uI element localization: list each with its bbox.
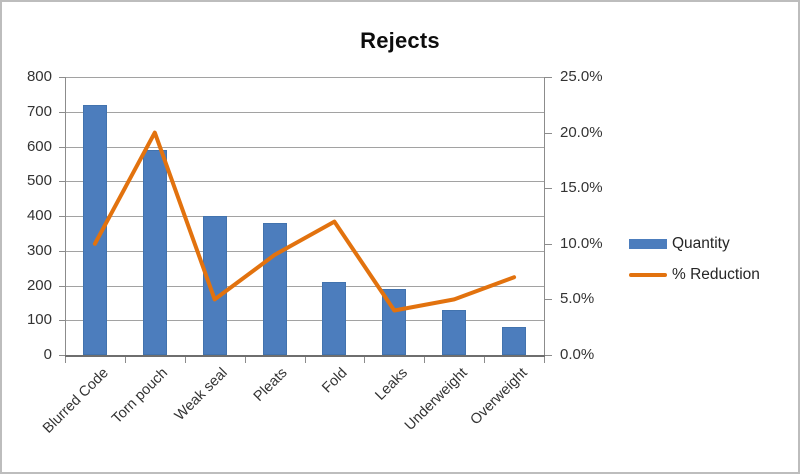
x-axis-tick	[124, 357, 126, 363]
gridline	[65, 111, 544, 113]
gridline	[65, 216, 544, 217]
gridline	[65, 320, 544, 322]
left-axis-tick	[59, 216, 65, 217]
x-axis-tick	[244, 357, 246, 363]
chart-title: Rejects	[360, 28, 440, 53]
left-axis-label: 600	[26, 137, 52, 155]
gridline	[65, 181, 544, 183]
left-axis-label: 200	[26, 276, 52, 294]
left-axis-tick	[59, 181, 65, 183]
right-axis-label: 20.0%	[560, 123, 603, 141]
category-label-fold: Fold	[319, 365, 351, 397]
legend-label: Quantity	[672, 235, 730, 252]
bar-fold[interactable]	[322, 282, 347, 355]
left-axis-label: 0	[43, 346, 52, 363]
chart-legend: Quantity % Reduction	[629, 235, 760, 284]
left-axis-label: 700	[26, 102, 52, 120]
x-axis-tick	[65, 357, 66, 363]
category-label-weak-seal: Weak seal	[172, 365, 232, 424]
x-axis-tick	[544, 357, 545, 363]
gridline	[65, 146, 544, 148]
gridline	[65, 250, 544, 252]
legend-line-swatch	[629, 273, 667, 277]
left-axis-label: 400	[26, 207, 52, 224]
right-axis-tick	[545, 299, 552, 301]
right-axis-label: 0.0%	[560, 346, 595, 363]
right-axis-label: 10.0%	[560, 234, 603, 252]
x-axis-tick	[364, 357, 366, 363]
gridline	[65, 77, 544, 78]
left-axis-tick	[59, 77, 65, 78]
right-axis-tick	[545, 77, 552, 78]
right-axis-label: 15.0%	[560, 179, 603, 197]
left-axis-tick	[59, 320, 65, 322]
left-axis-tick	[59, 285, 65, 287]
left-axis-label: 100	[26, 311, 52, 329]
left-axis-line	[65, 77, 66, 355]
pct-reduction-line[interactable]	[65, 77, 544, 355]
right-axis-tick	[545, 243, 552, 245]
right-axis-label: 25.0%	[560, 68, 603, 85]
legend-item--reduction[interactable]: % Reduction	[629, 266, 760, 284]
category-label-torn-pouch: Torn pouch	[109, 365, 172, 428]
left-axis-tick	[59, 250, 65, 252]
x-axis-tick	[484, 357, 486, 363]
x-axis-tick	[304, 357, 306, 363]
bar-overweight[interactable]	[502, 327, 527, 355]
right-axis-tick	[545, 355, 552, 356]
left-axis-tick	[59, 111, 65, 113]
right-axis-label: 5.0%	[560, 290, 595, 308]
right-axis-tick	[545, 132, 552, 134]
left-axis-label: 300	[26, 241, 52, 259]
legend-bar-swatch	[629, 239, 667, 249]
category-label-blurred-code: Blurred Code	[39, 365, 112, 437]
category-label-overweight: Overweight	[467, 365, 531, 429]
category-label-pleats: Pleats	[251, 365, 291, 405]
bar-underweight[interactable]	[442, 309, 467, 355]
right-axis-tick	[545, 188, 552, 190]
category-label-underweight: Underweight	[401, 365, 471, 434]
left-axis-label: 800	[26, 68, 52, 85]
left-axis-tick	[59, 355, 65, 356]
x-axis-line	[65, 355, 545, 357]
bar-weak-seal[interactable]	[202, 216, 227, 355]
x-axis-tick	[184, 357, 186, 363]
bar-torn-pouch[interactable]	[142, 149, 167, 355]
bar-pleats[interactable]	[262, 222, 287, 355]
legend-label: % Reduction	[672, 266, 760, 283]
category-label-leaks: Leaks	[371, 365, 411, 404]
gridline	[65, 285, 544, 287]
left-axis-label: 500	[26, 172, 52, 190]
left-axis-tick	[59, 146, 65, 148]
x-axis-tick	[424, 357, 426, 363]
legend-item-quantity[interactable]: Quantity	[629, 235, 760, 253]
right-axis-line	[544, 77, 545, 355]
